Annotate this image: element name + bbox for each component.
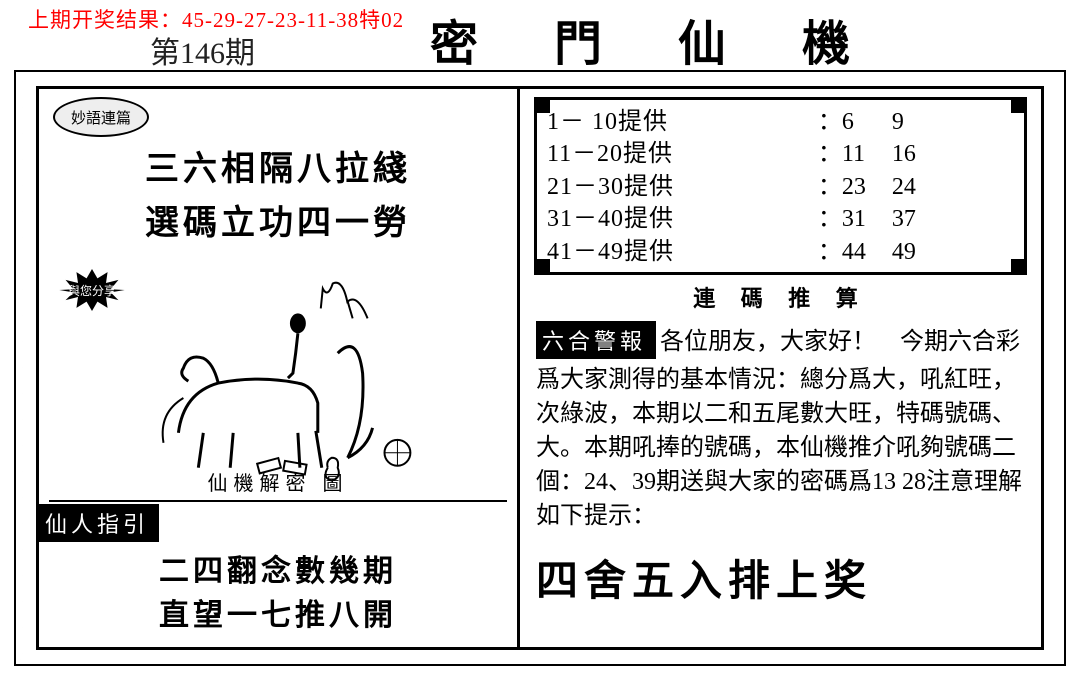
right-column: 1－ 10提供：6911－20提供：111621－30提供：232431－40提… (520, 89, 1041, 647)
left-column: 妙語連篇 三六相隔八拉綫 選碼立功四一勞 與您分享 (39, 89, 520, 647)
page-title: 密 門 仙 機 (430, 4, 882, 74)
content-frame: 妙語連篇 三六相隔八拉綫 選碼立功四一勞 與您分享 (36, 86, 1044, 650)
horse-rider-icon (49, 256, 507, 500)
oval-badge-label: 妙語連篇 (71, 107, 131, 128)
range-values: ：69 (818, 106, 1014, 138)
range-label: 11－20提供 (547, 138, 818, 170)
range-values: ：2324 (818, 171, 1014, 203)
couplet-line-2: 選碼立功四一勞 (39, 197, 517, 251)
verse-line-2: 直望一七推八開 (39, 594, 517, 638)
corner-ornament (1011, 97, 1027, 113)
range-table: 1－ 10提供：6911－20提供：111621－30提供：232431－40提… (534, 97, 1027, 275)
range-row: 31－40提供：3137 (547, 203, 1014, 235)
couplet-line-1: 三六相隔八拉綫 (39, 143, 517, 197)
guide-verse: 二四翻念數幾期 直望一七推八開 (39, 546, 517, 647)
alert-tag: 六合警報 (536, 321, 656, 359)
range-label: 21－30提供 (547, 171, 818, 203)
corner-ornament (534, 97, 550, 113)
issue-number: 第146期 (150, 28, 255, 72)
range-values: ：4449 (818, 236, 1014, 268)
couplet: 三六相隔八拉綫 選碼立功四一勞 (39, 143, 517, 252)
range-label: 41－49提供 (547, 236, 818, 268)
alert-body: 各位朋友，大家好！ 今期六合彩爲大家測得的基本情況：總分爲大，吼紅旺，次綠波，本… (536, 329, 1022, 529)
range-row: 11－20提供：1116 (547, 138, 1014, 170)
guide-tag: 仙人指引 (39, 504, 159, 542)
illustration: 仙機解密 圖 (49, 256, 507, 502)
range-row: 41－49提供：4449 (547, 236, 1014, 268)
stamp-frame: 妙語連篇 三六相隔八拉綫 選碼立功四一勞 與您分享 (14, 70, 1066, 666)
verse-line-1: 二四翻念數幾期 (39, 550, 517, 594)
corner-ornament (534, 259, 550, 275)
range-values: ：1116 (818, 138, 1014, 170)
range-values: ：3137 (818, 203, 1014, 235)
range-row: 1－ 10提供：69 (547, 106, 1014, 138)
guide-section: 仙人指引 二四翻念數幾期 直望一七推八開 (39, 502, 517, 647)
alert-block: 六合警報 各位朋友，大家好！ 今期六合彩爲大家測得的基本情況：總分爲大，吼紅旺，… (520, 321, 1041, 533)
oval-badge: 妙語連篇 (53, 97, 149, 137)
range-row: 21－30提供：2324 (547, 171, 1014, 203)
range-caption: 連 碼 推 算 (520, 281, 1041, 313)
illustration-caption: 仙機解密 圖 (49, 467, 507, 496)
corner-ornament (1011, 259, 1027, 275)
range-label: 1－ 10提供 (547, 106, 818, 138)
slogan: 四舍五入排上奖 (520, 547, 1041, 614)
range-label: 31－40提供 (547, 203, 818, 235)
